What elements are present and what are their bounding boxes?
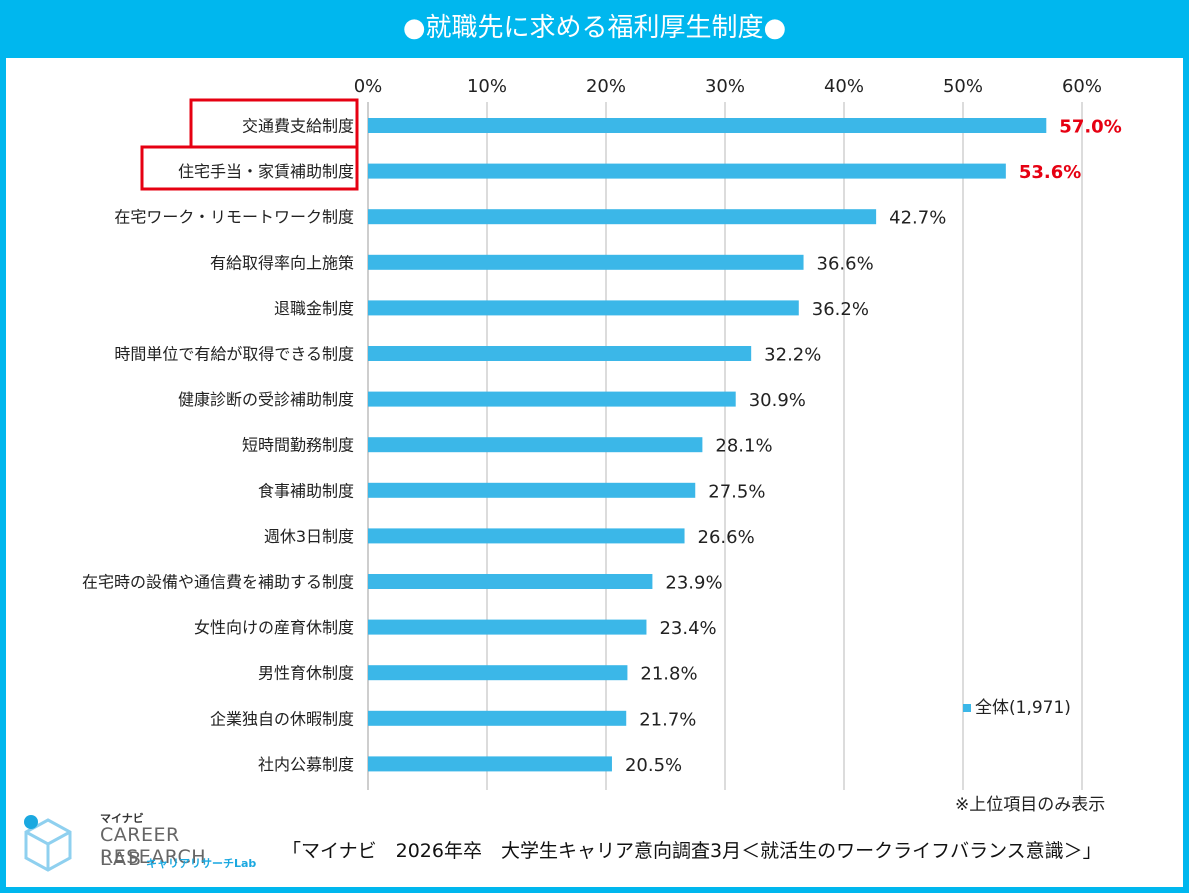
value-label: 32.2% — [764, 345, 821, 366]
bar — [368, 209, 877, 225]
category-label: 健康診断の受診補助制度 — [178, 390, 354, 409]
value-label: 36.6% — [817, 253, 874, 274]
value-label: 20.5% — [625, 755, 682, 776]
bar — [368, 756, 612, 772]
logo-sub-text: キャリアリサーチLab — [146, 857, 257, 870]
category-label: 退職金制度 — [274, 299, 354, 318]
logo-brand-small: マイナビ — [100, 812, 144, 825]
x-tick-label: 50% — [943, 76, 983, 97]
source-citation: 「マイナビ 2026年卒 大学生キャリア意向調査3月＜就活生のワークライフバラン… — [282, 840, 1102, 862]
value-label: 53.6% — [1019, 162, 1081, 183]
bar — [368, 482, 696, 498]
category-label: 食事補助制度 — [258, 481, 354, 500]
value-label: 21.8% — [640, 664, 697, 685]
bar — [368, 665, 628, 681]
career-research-lab-logo: マイナビ CAREER RESEARCH LAB キャリアリサーチLab — [18, 808, 268, 878]
value-label: 23.4% — [659, 618, 716, 639]
bar — [368, 710, 627, 726]
bar — [368, 254, 804, 270]
bar — [368, 300, 799, 316]
category-label: 週休3日制度 — [264, 527, 354, 546]
category-label: 短時間勤務制度 — [242, 436, 354, 455]
category-label: 時間単位で有給が取得できる制度 — [114, 345, 354, 364]
bar — [368, 391, 736, 407]
logo-main-text: CAREER RESEARCH — [100, 824, 207, 868]
logo-lab-text: LAB — [100, 848, 144, 870]
highlight-box-2 — [140, 145, 359, 191]
category-label: 交通費支給制度 — [242, 117, 354, 136]
value-label: 30.9% — [749, 390, 806, 411]
bar — [368, 528, 685, 544]
x-tick-label: 40% — [824, 76, 864, 97]
value-label: 23.9% — [665, 573, 722, 594]
x-tick-label: 30% — [705, 76, 745, 97]
x-tick-label: 10% — [467, 76, 507, 97]
value-label: 21.7% — [639, 709, 696, 730]
bar — [368, 346, 752, 361]
x-tick-label: 60% — [1062, 76, 1102, 97]
legend-swatch — [963, 704, 971, 712]
bar — [368, 437, 703, 453]
cube-logo-icon — [24, 815, 72, 872]
bar — [368, 574, 653, 589]
value-label: 42.7% — [889, 208, 946, 229]
bar — [368, 163, 1006, 179]
value-label: 57.0% — [1059, 117, 1121, 138]
category-label: 在宅ワーク・リモートワーク制度 — [114, 208, 354, 227]
x-tick-label: 0% — [354, 76, 383, 97]
category-label: 住宅手当・家賃補助制度 — [178, 162, 354, 181]
category-label: 女性向けの産育休制度 — [194, 618, 354, 637]
value-label: 28.1% — [715, 436, 772, 457]
category-label: 有給取得率向上施策 — [210, 253, 354, 272]
legend-label: 全体(1,971) — [975, 698, 1071, 718]
category-label: 企業独自の休暇制度 — [210, 709, 354, 728]
x-tick-label: 20% — [586, 76, 626, 97]
category-label: 社内公募制度 — [258, 755, 354, 774]
value-label: 36.2% — [812, 299, 869, 320]
chart-title: ●就職先に求める福利厚生制度● — [0, 0, 1189, 58]
category-label: 在宅時の設備や通信費を補助する制度 — [82, 573, 354, 592]
footnote: ※上位項目のみ表示 — [955, 795, 1106, 815]
value-label: 26.6% — [698, 527, 755, 548]
bar — [368, 619, 647, 635]
category-label: 男性育休制度 — [258, 664, 354, 683]
bar — [368, 118, 1047, 133]
value-label: 27.5% — [708, 481, 765, 502]
